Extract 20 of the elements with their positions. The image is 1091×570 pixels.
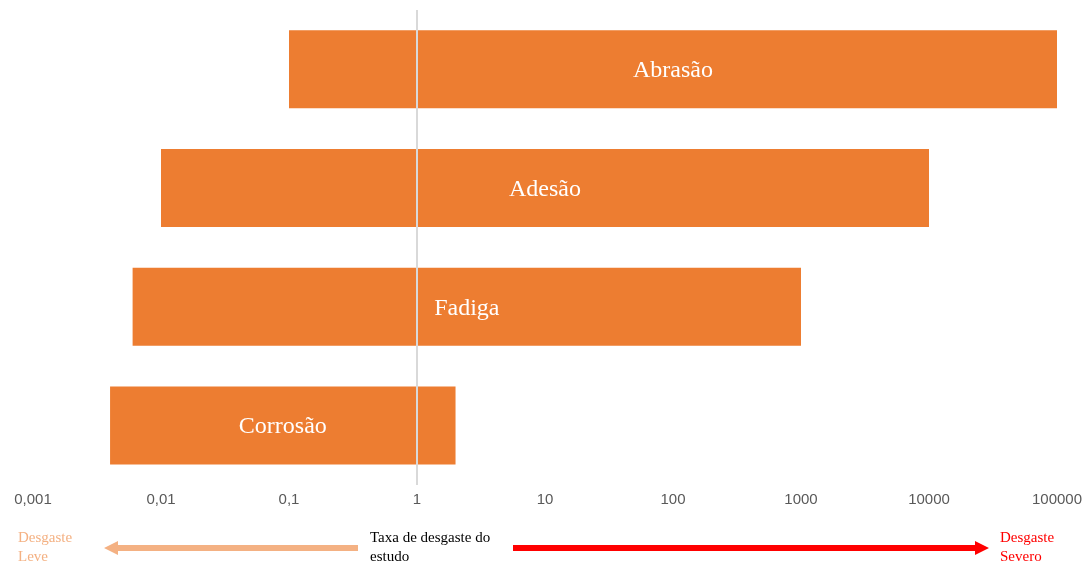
y-tick-label: Fadiga bbox=[434, 293, 500, 320]
text: Taxa de desgaste do estudo bbox=[370, 528, 492, 566]
text: Desgaste Severo bbox=[1000, 528, 1055, 566]
bar bbox=[110, 386, 456, 465]
x-tick-label: 1000 bbox=[784, 489, 818, 507]
x-tick-label: 10000 bbox=[908, 489, 950, 507]
x-tick-label: 0,1 bbox=[278, 489, 300, 507]
x-tick-label: 1 bbox=[412, 489, 422, 507]
x-tick-label: 100 bbox=[660, 489, 686, 507]
y-tick-label: Adesão bbox=[509, 174, 581, 201]
bar bbox=[132, 267, 801, 346]
x-tick-label: 0,001 bbox=[14, 489, 52, 507]
bar bbox=[289, 30, 1057, 109]
y-tick-label: Corrosão bbox=[238, 412, 327, 439]
x-tick-label: 0,01 bbox=[146, 489, 176, 507]
text: Desgaste Leve bbox=[18, 528, 73, 566]
x-tick-label: 100000 bbox=[1031, 489, 1083, 507]
bar bbox=[161, 148, 929, 227]
y-tick-label: Abrasão bbox=[633, 56, 713, 83]
x-tick-label: 10 bbox=[536, 489, 554, 507]
